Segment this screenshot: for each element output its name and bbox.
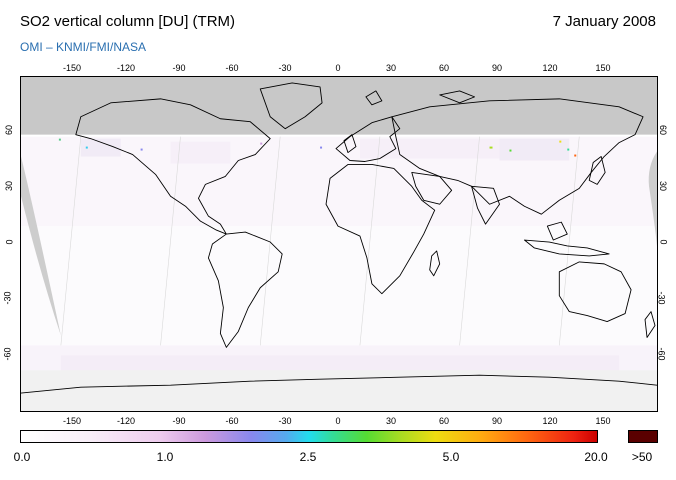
africa-outline <box>325 164 436 295</box>
greenland-outline <box>259 82 323 130</box>
asia-outline <box>391 98 644 215</box>
lon-tick: 60 <box>438 416 450 426</box>
arabia-outline <box>411 171 453 205</box>
coastlines <box>21 82 657 394</box>
lon-tick: -90 <box>172 416 186 426</box>
lat-tick: -60 <box>656 347 667 361</box>
lat-tick: 30 <box>658 180 669 192</box>
north-america-outline <box>75 98 271 235</box>
colorbar-label: 1.0 <box>156 450 174 464</box>
lon-tick: 30 <box>385 416 397 426</box>
lat-tick: -30 <box>656 291 667 305</box>
arctic-islands-outline <box>439 90 476 104</box>
lon-tick: 0 <box>335 63 341 73</box>
colorbar <box>20 430 598 443</box>
borneo-outline <box>546 221 568 241</box>
india-outline <box>471 185 500 225</box>
lon-tick: -60 <box>225 416 239 426</box>
lon-tick: 90 <box>491 416 503 426</box>
data-credit: OMI – KNMI/FMI/NASA <box>20 40 147 54</box>
colorbar-over-label: >50 <box>631 450 653 464</box>
lon-tick: -30 <box>278 416 292 426</box>
lon-tick: 0 <box>335 416 341 426</box>
lon-tick: -150 <box>62 416 82 426</box>
colorbar-label: 5.0 <box>442 450 460 464</box>
indonesia-outline <box>523 239 610 257</box>
lat-tick: 60 <box>4 124 15 136</box>
polar-night-south-band <box>21 370 657 411</box>
colorbar-label: 2.5 <box>299 450 317 464</box>
lon-tick: 120 <box>542 416 558 426</box>
british-isles-outline <box>343 134 357 153</box>
lon-tick: -150 <box>62 63 82 73</box>
europe-outline <box>335 116 401 162</box>
south-america-outline <box>207 231 283 348</box>
lon-tick: 150 <box>595 416 611 426</box>
lon-tick: -60 <box>225 63 239 73</box>
lon-tick: 60 <box>438 63 450 73</box>
so2-speckles <box>58 138 577 157</box>
lat-tick: 0 <box>658 239 669 245</box>
lat-tick: -60 <box>2 347 13 361</box>
colorbar-over-swatch <box>628 430 658 443</box>
no-data-left <box>21 156 61 336</box>
lon-tick: 120 <box>542 63 558 73</box>
antarctica-outline <box>21 374 657 394</box>
madagascar-outline <box>429 250 441 277</box>
lon-tick: -120 <box>116 416 136 426</box>
colorbar-label: 20.0 <box>584 450 608 464</box>
lat-tick: -30 <box>2 291 13 305</box>
lon-tick: 150 <box>595 63 611 73</box>
lat-tick: 30 <box>4 180 15 192</box>
map-title: SO2 vertical column [DU] (TRM) <box>20 13 236 30</box>
lat-tick: 0 <box>4 239 15 245</box>
lon-tick: -90 <box>172 63 186 73</box>
svalbard-outline <box>365 90 383 106</box>
australia-outline <box>558 261 632 322</box>
colorbar-label: 0.0 <box>13 450 31 464</box>
lat-tick: 60 <box>658 124 669 136</box>
world-map <box>20 76 658 412</box>
lon-tick: 90 <box>491 63 503 73</box>
lon-tick: -120 <box>116 63 136 73</box>
polar-night-north <box>21 77 657 135</box>
new-zealand-outline <box>644 311 656 338</box>
orbit-stripes <box>60 136 580 346</box>
lon-tick: 30 <box>385 63 397 73</box>
japan-outline <box>588 156 606 185</box>
map-date: 7 January 2008 <box>552 13 656 30</box>
lon-tick: -30 <box>278 63 292 73</box>
so2-haze <box>21 136 657 386</box>
no-data-right <box>648 151 657 246</box>
